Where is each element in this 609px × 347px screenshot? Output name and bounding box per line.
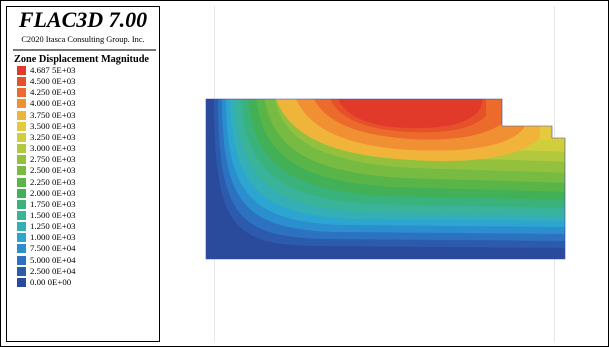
legend-swatch [17, 166, 26, 176]
legend-label: 5.000 0E+04 [30, 254, 76, 265]
legend-swatch [17, 132, 26, 142]
legend-label: 1.750 0E+03 [30, 198, 76, 209]
legend-label: 2.500 0E+04 [30, 265, 76, 276]
legend-swatch [17, 110, 26, 120]
legend-swatch [17, 188, 26, 198]
legend-label: 2.000 0E+03 [30, 187, 76, 198]
legend-label: 2.500 0E+03 [30, 165, 76, 176]
band-19 [338, 99, 482, 129]
legend-swatch [17, 222, 26, 232]
legend-label: 4.500 0E+03 [30, 76, 76, 87]
legend-swatch [17, 255, 26, 265]
model-view[interactable] [162, 6, 603, 342]
legend-label: 3.250 0E+03 [30, 131, 76, 142]
legend-swatch [17, 277, 26, 287]
contour-bands [206, 99, 565, 259]
legend-label: 0.00 0E+00 [30, 276, 72, 287]
legend-swatch [17, 233, 26, 243]
title-separator [13, 49, 156, 51]
legend-swatch [17, 88, 26, 98]
app-title: FLAC3D 7.00 [18, 7, 148, 32]
legend-label: 1.500 0E+03 [30, 209, 76, 220]
legend-swatch [17, 244, 26, 254]
legend-label: 1.250 0E+03 [30, 221, 76, 232]
legend-swatch [17, 144, 26, 154]
legend-label: 3.000 0E+03 [30, 143, 76, 154]
legend-swatch [17, 155, 26, 165]
legend-label: 7.500 0E+04 [30, 243, 76, 254]
legend-swatch [17, 177, 26, 187]
legend-label: 1.000 0E+03 [30, 232, 76, 243]
legend-label: 4.250 0E+03 [30, 87, 76, 98]
legend-panel: FLAC3D 7.00 C2020 Itasca Consulting Grou… [6, 6, 160, 342]
legend-swatch [17, 66, 26, 75]
legend-label: 4.000 0E+03 [30, 98, 76, 109]
model-outline [205, 98, 566, 260]
legend-swatch [17, 266, 26, 276]
displacement-contour-plot[interactable] [162, 6, 603, 342]
legend-label: 3.500 0E+03 [30, 120, 76, 131]
legend-label: 4.687 5E+03 [30, 65, 76, 75]
legend-swatch [17, 99, 26, 109]
copyright-text: C2020 Itasca Consulting Group. Inc. [21, 35, 145, 44]
legend-label: 3.750 0E+03 [30, 109, 76, 120]
legend-swatch [17, 199, 26, 209]
legend-swatch [17, 210, 26, 220]
legend-label: 2.250 0E+03 [30, 176, 76, 187]
legend-swatch [17, 77, 26, 87]
legend-swatch [17, 121, 26, 131]
legend-label: 2.750 0E+03 [30, 154, 76, 165]
legend-title: Zone Displacement Magnitude [14, 54, 150, 65]
